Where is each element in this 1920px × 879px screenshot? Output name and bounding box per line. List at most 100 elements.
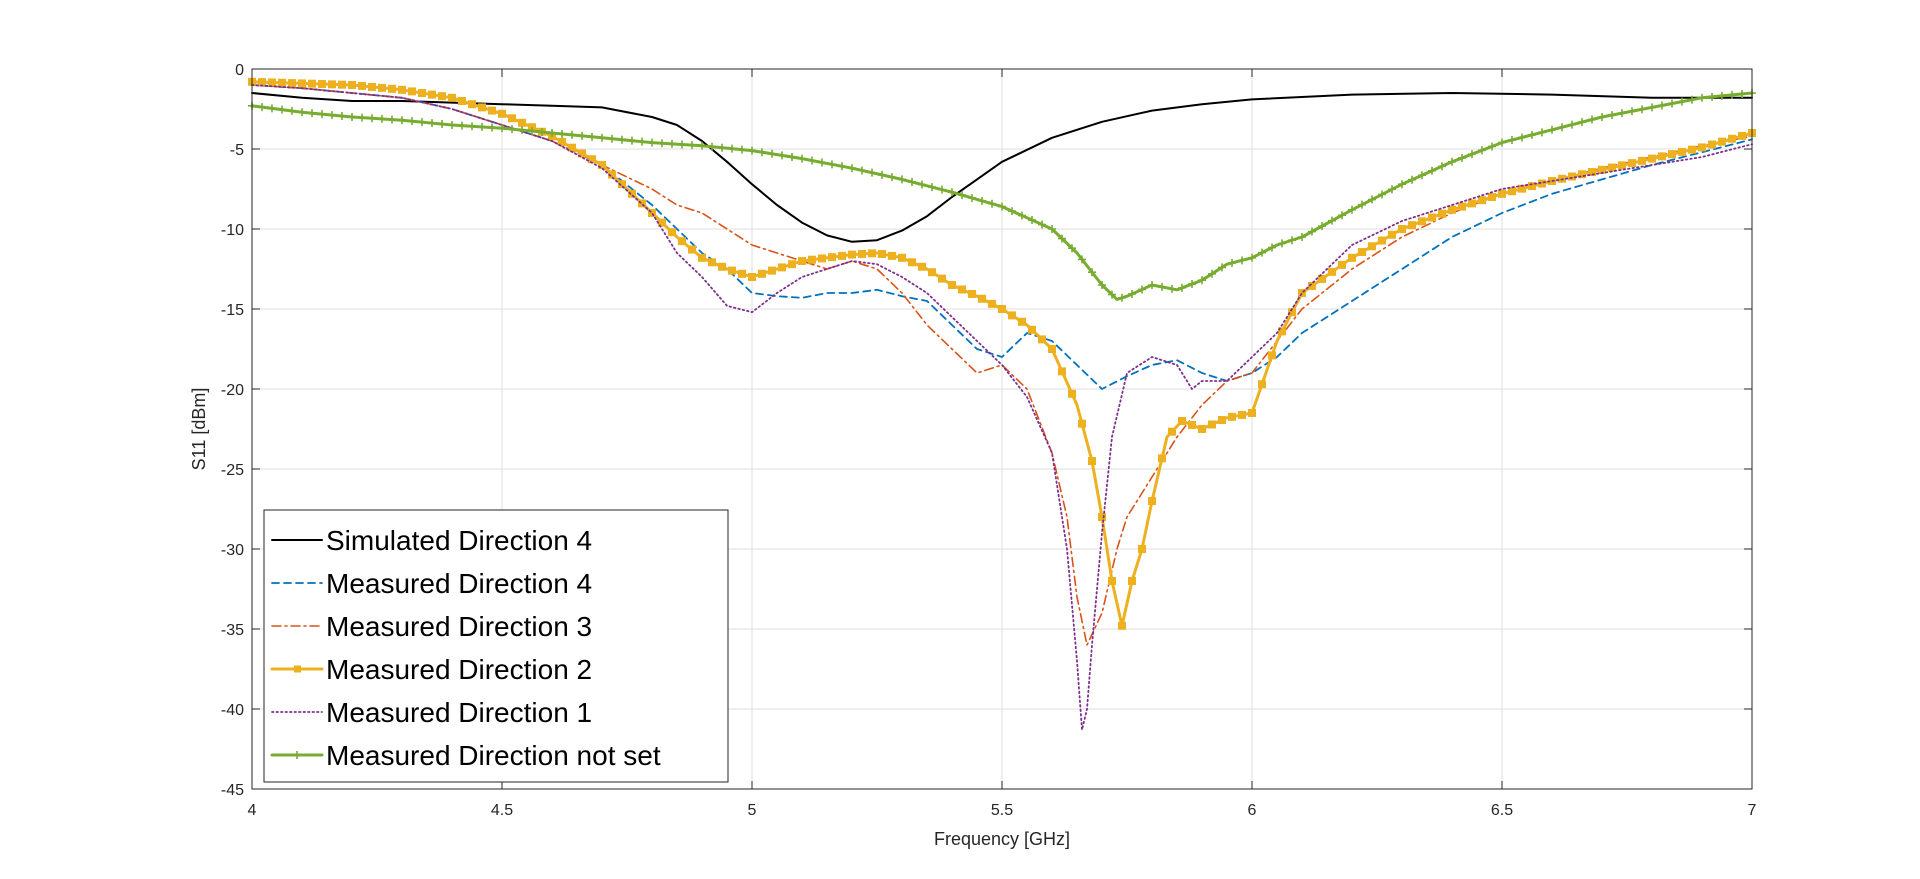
data-point-marker	[998, 305, 1006, 313]
data-point-marker	[1168, 427, 1176, 436]
data-point-marker	[1638, 105, 1646, 114]
data-point-marker	[928, 183, 936, 192]
data-point-marker	[1458, 202, 1466, 211]
data-point-marker	[758, 148, 766, 157]
series-line	[251, 92, 1753, 243]
data-point-marker	[1738, 89, 1746, 98]
data-point-marker	[1088, 457, 1096, 465]
x-tick-label: 4	[248, 802, 257, 819]
data-point-marker	[298, 108, 306, 117]
data-point-marker	[798, 257, 806, 265]
data-point-marker	[818, 158, 826, 167]
data-point-marker	[1068, 389, 1076, 398]
data-point-marker	[1128, 289, 1136, 298]
data-point-marker	[558, 129, 566, 138]
legend-marker	[294, 665, 301, 673]
data-point-marker	[468, 122, 476, 131]
data-point-marker	[728, 266, 736, 275]
data-point-marker	[1038, 335, 1046, 344]
x-tick-label: 5	[748, 802, 757, 819]
data-point-marker	[1398, 180, 1406, 189]
data-point-marker	[278, 105, 286, 114]
data-point-marker	[1148, 497, 1156, 505]
data-point-marker	[1678, 147, 1686, 156]
data-point-marker	[668, 228, 676, 237]
data-point-marker	[1478, 146, 1486, 155]
data-point-marker	[1328, 267, 1336, 276]
data-point-marker	[358, 113, 366, 122]
data-point-marker	[1368, 195, 1376, 204]
data-point-marker	[988, 199, 996, 208]
data-point-marker	[498, 109, 506, 118]
legend-entry: Measured Direction not set	[270, 740, 661, 771]
data-point-marker	[428, 119, 436, 128]
tick-marks	[251, 68, 1753, 790]
y-tick-label: -35	[221, 622, 244, 639]
data-point-marker	[938, 274, 946, 283]
y-tick-label: -10	[221, 222, 244, 239]
data-point-marker	[1348, 253, 1356, 262]
y-tick-label: -30	[221, 542, 244, 559]
data-point-marker	[1018, 211, 1026, 220]
data-point-marker	[748, 146, 756, 155]
legend-label: Measured Direction 2	[326, 654, 592, 685]
data-point-marker	[548, 129, 556, 137]
data-point-marker	[1558, 123, 1566, 132]
legend-entry: Measured Direction 3	[271, 611, 592, 642]
data-point-marker	[1508, 136, 1516, 145]
data-point-marker	[788, 260, 796, 269]
data-point-marker	[1478, 196, 1486, 205]
data-point-marker	[388, 84, 396, 93]
data-point-marker	[588, 155, 596, 164]
data-point-marker	[1138, 285, 1146, 294]
data-point-marker	[418, 89, 426, 97]
data-point-marker	[318, 110, 326, 119]
data-point-marker	[918, 180, 926, 189]
data-point-marker	[608, 134, 616, 143]
data-point-marker	[878, 249, 886, 258]
data-point-marker	[1008, 311, 1016, 320]
data-point-marker	[1568, 120, 1576, 129]
y-tick-label: -5	[230, 142, 244, 159]
data-point-marker	[1098, 281, 1106, 289]
tick-labels: 4 4.5 5 5.5 6 6.5 7 0 -5 -10 -15 -20 -25 -30 -35 -40 -45	[221, 62, 1757, 819]
data-point-marker	[348, 113, 356, 121]
data-point-marker	[998, 202, 1006, 211]
data-point-marker	[488, 123, 496, 132]
data-point-marker	[1418, 217, 1426, 226]
data-point-marker	[1468, 150, 1476, 159]
data-point-marker	[1318, 222, 1326, 231]
data-point-marker	[1738, 131, 1746, 140]
series-layer	[248, 77, 1756, 731]
data-point-marker	[1328, 216, 1336, 225]
data-point-marker	[1198, 425, 1206, 433]
x-tick-label: 7	[1748, 802, 1757, 819]
data-point-marker	[468, 100, 476, 109]
legend-entry: Measured Direction 2	[270, 654, 592, 685]
data-point-marker	[1498, 138, 1506, 147]
data-point-marker	[578, 131, 586, 140]
data-point-marker	[1528, 130, 1536, 139]
data-point-marker	[1138, 545, 1146, 553]
data-point-marker	[698, 141, 706, 150]
data-point-marker	[368, 82, 376, 91]
data-point-marker	[1188, 280, 1196, 289]
data-point-marker	[388, 115, 396, 124]
data-point-marker	[1658, 101, 1666, 110]
data-point-marker	[1388, 230, 1396, 239]
data-point-marker	[1688, 95, 1696, 104]
data-point-marker	[1048, 225, 1056, 233]
data-point-marker	[1308, 227, 1316, 236]
data-point-marker	[1278, 239, 1286, 248]
data-point-marker	[1588, 115, 1596, 124]
y-tick-label: -15	[221, 302, 244, 319]
data-point-marker	[648, 138, 656, 147]
data-point-marker	[1078, 419, 1086, 428]
data-point-marker	[968, 289, 976, 298]
data-point-marker	[1238, 256, 1246, 265]
data-point-marker	[478, 103, 486, 112]
data-point-marker	[298, 79, 306, 88]
data-point-marker	[398, 85, 406, 94]
data-point-marker	[1308, 281, 1316, 290]
data-point-marker	[1218, 416, 1226, 425]
